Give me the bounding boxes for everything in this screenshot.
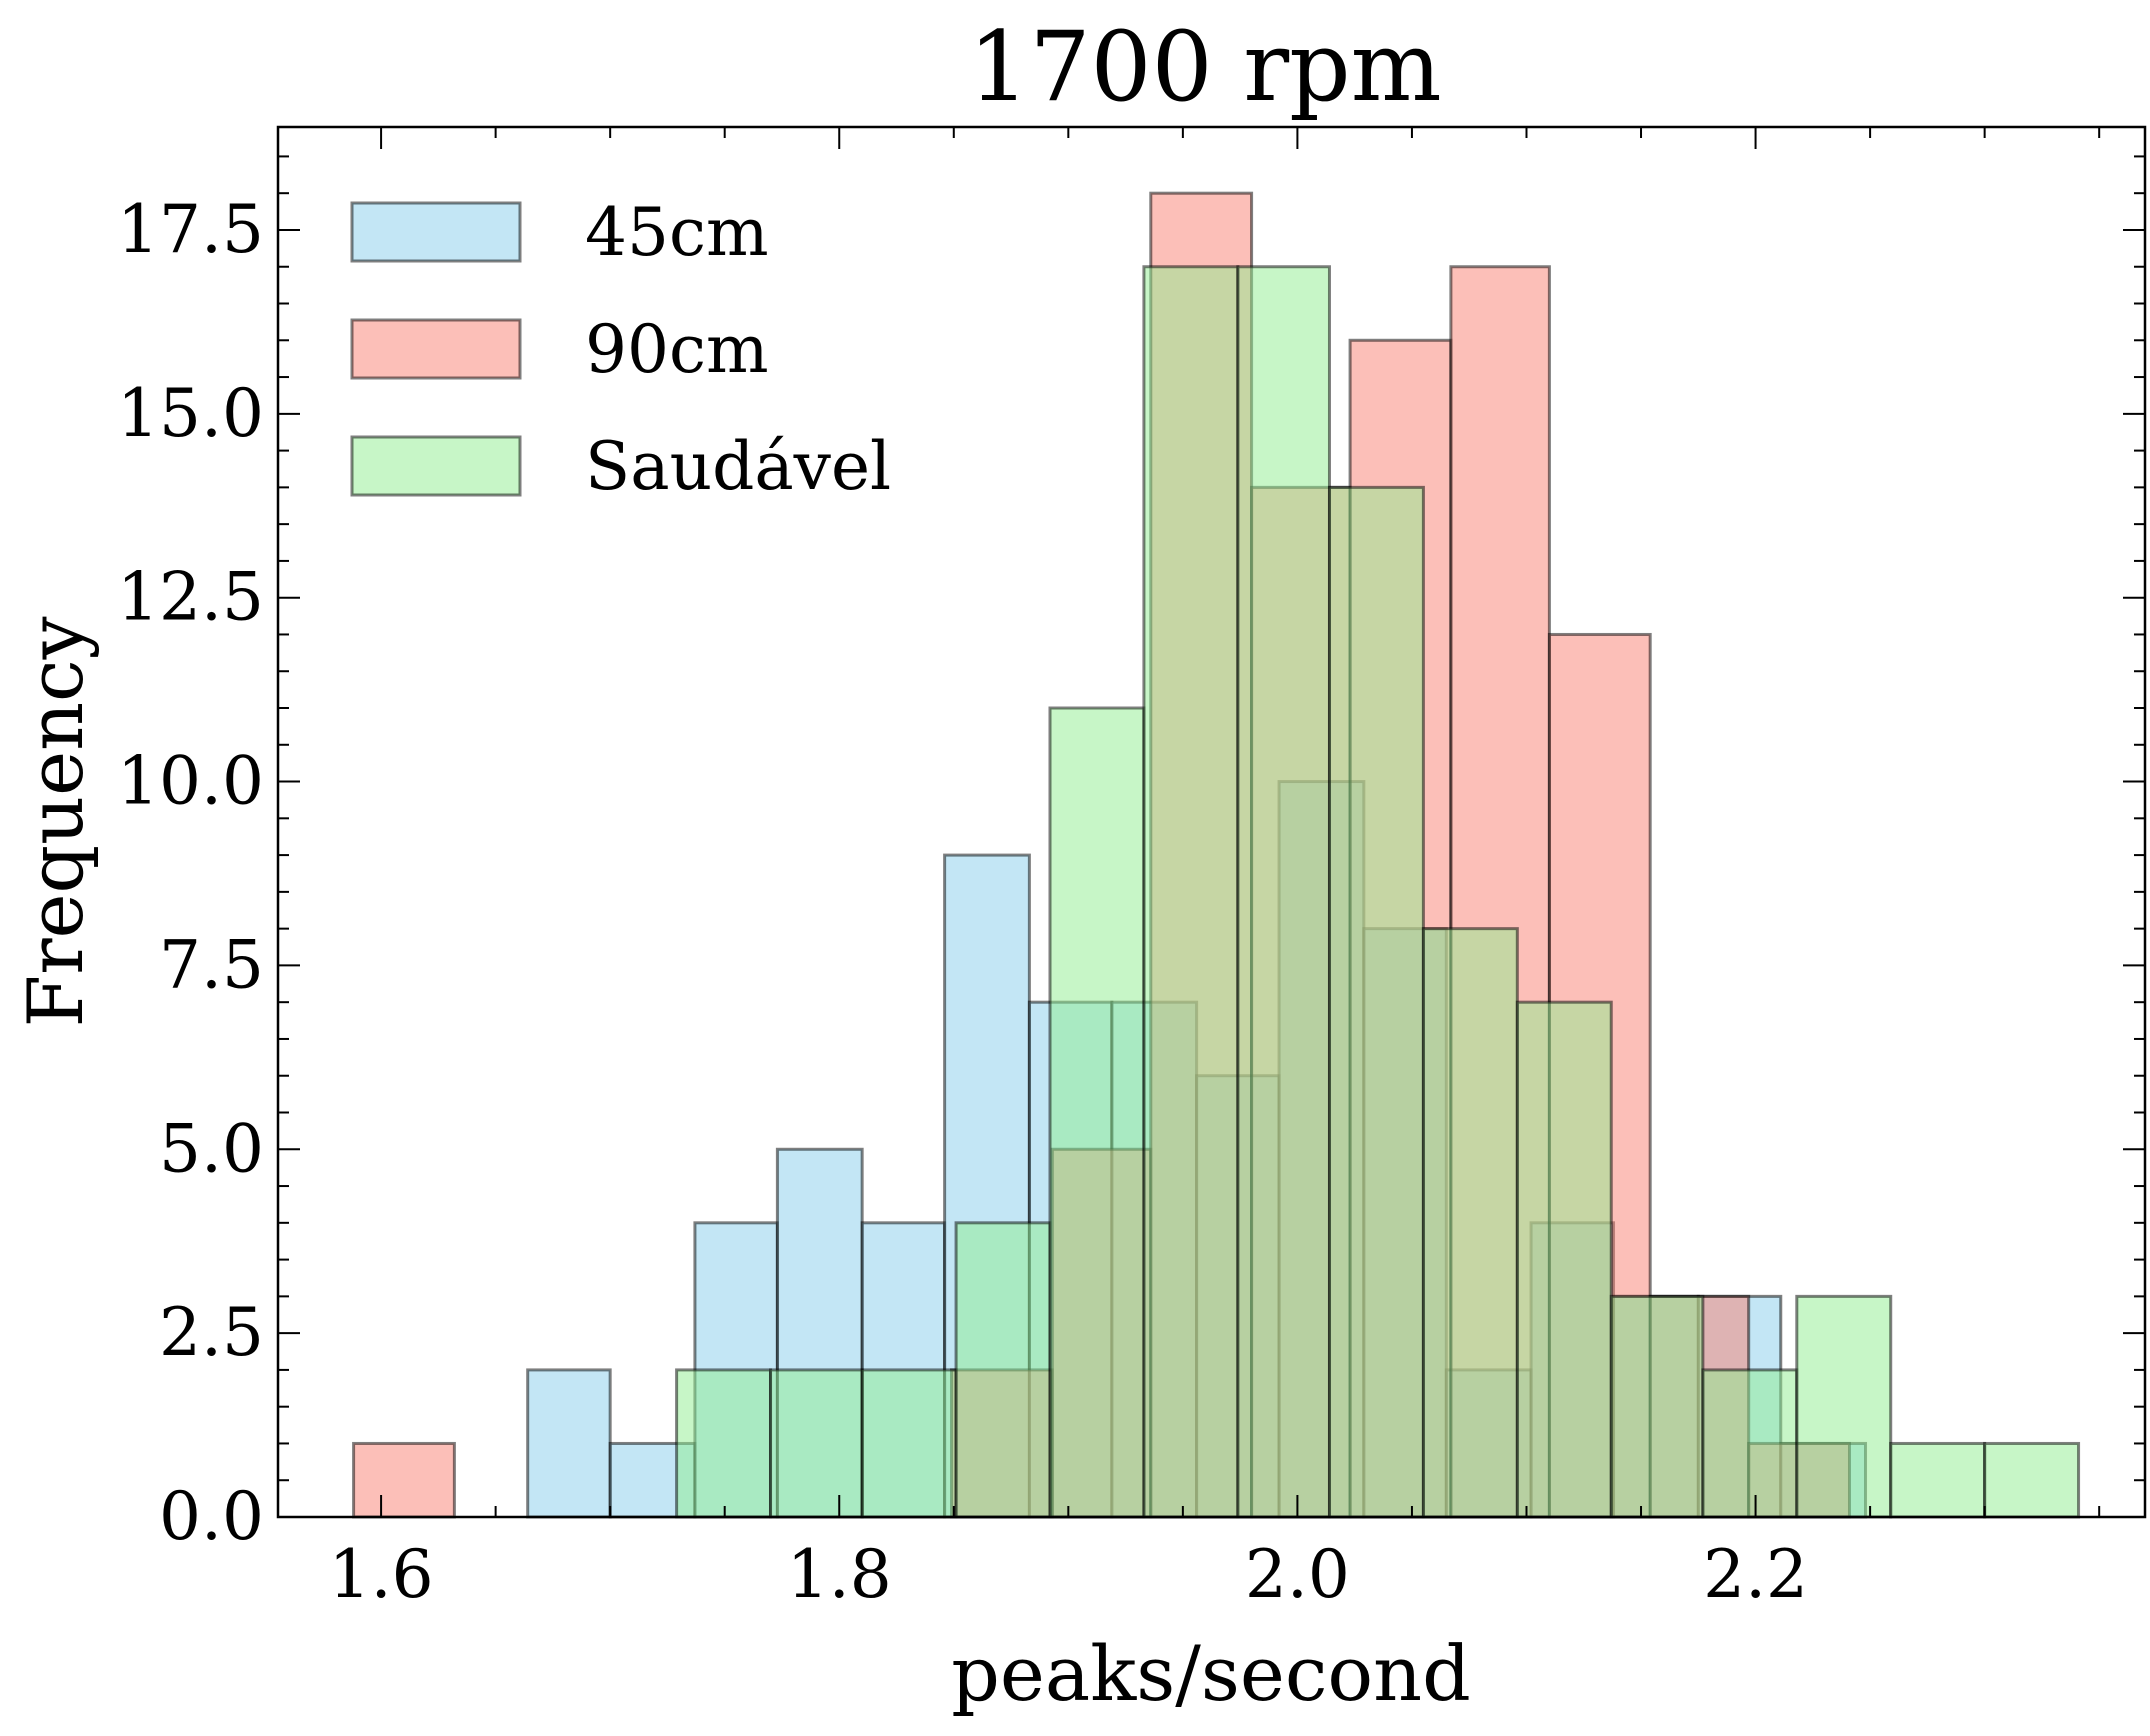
bar-saudavel-13 (1889, 1441, 1987, 1519)
x-tick-label: 2.2 (1703, 1536, 1808, 1613)
y-tick-label: 0.0 (159, 1478, 264, 1555)
bar-45cm-0 (526, 1368, 612, 1519)
x-tick-label: 1.6 (329, 1536, 434, 1613)
x-tick-label: 1.8 (787, 1536, 892, 1613)
y-tick-label: 17.5 (117, 191, 264, 268)
legend: 45cm 90cm Saudável (350, 194, 891, 505)
y-tick-label: 12.5 (117, 559, 264, 636)
bar-saudavel-5 (1142, 265, 1240, 1519)
legend-item-90cm: 90cm (350, 311, 769, 388)
chart-title: 1700 rpm (968, 11, 1441, 123)
bar-saudavel-1 (769, 1368, 864, 1519)
y-tick-label: 2.5 (159, 1294, 264, 1371)
bar-saudavel-9 (1515, 1000, 1613, 1519)
x-tick-label: 2.0 (1245, 1536, 1350, 1613)
legend-swatch-45cm (350, 201, 522, 263)
bar-saudavel-0 (675, 1368, 773, 1519)
bar-90cm-0 (352, 1441, 456, 1519)
bar-saudavel-14 (1983, 1441, 2081, 1519)
series-saudavel (675, 265, 2081, 1519)
bar-saudavel-6 (1236, 265, 1331, 1519)
y-axis-title: Frequency (11, 616, 100, 1027)
legend-swatch-90cm (350, 318, 522, 380)
ticks-layer: 1.6 1.8 2.0 2.2 0.0 2.5 5.0 7.5 10.0 12.5 15.0 17.5 (117, 127, 2145, 1613)
x-axis-title: peaks/second (951, 1629, 1471, 1718)
plot-frame (276, 125, 2147, 1519)
bar-saudavel-8 (1421, 927, 1519, 1519)
legend-label-45cm: 45cm (585, 194, 769, 271)
y-tick-label: 15.0 (117, 375, 264, 452)
legend-label-90cm: 90cm (585, 311, 769, 388)
y-tick-label: 5.0 (159, 1110, 264, 1187)
y-tick-label: 7.5 (159, 926, 264, 1003)
bar-saudavel-4 (1048, 706, 1146, 1519)
bar-saudavel-10 (1609, 1294, 1705, 1519)
bar-saudavel-7 (1327, 485, 1425, 1519)
y-tick-label: 10.0 (117, 743, 264, 820)
legend-swatch-saudavel (350, 435, 522, 497)
bar-saudavel-3 (954, 1221, 1052, 1519)
bar-saudavel-2 (860, 1368, 958, 1519)
bars-layer (352, 191, 2081, 1519)
legend-label-saudavel: Saudável (585, 428, 891, 505)
bar-saudavel-11 (1701, 1368, 1799, 1519)
legend-item-saudavel: Saudável (350, 428, 891, 505)
bar-saudavel-12 (1795, 1294, 1893, 1519)
legend-item-45cm: 45cm (350, 194, 769, 271)
